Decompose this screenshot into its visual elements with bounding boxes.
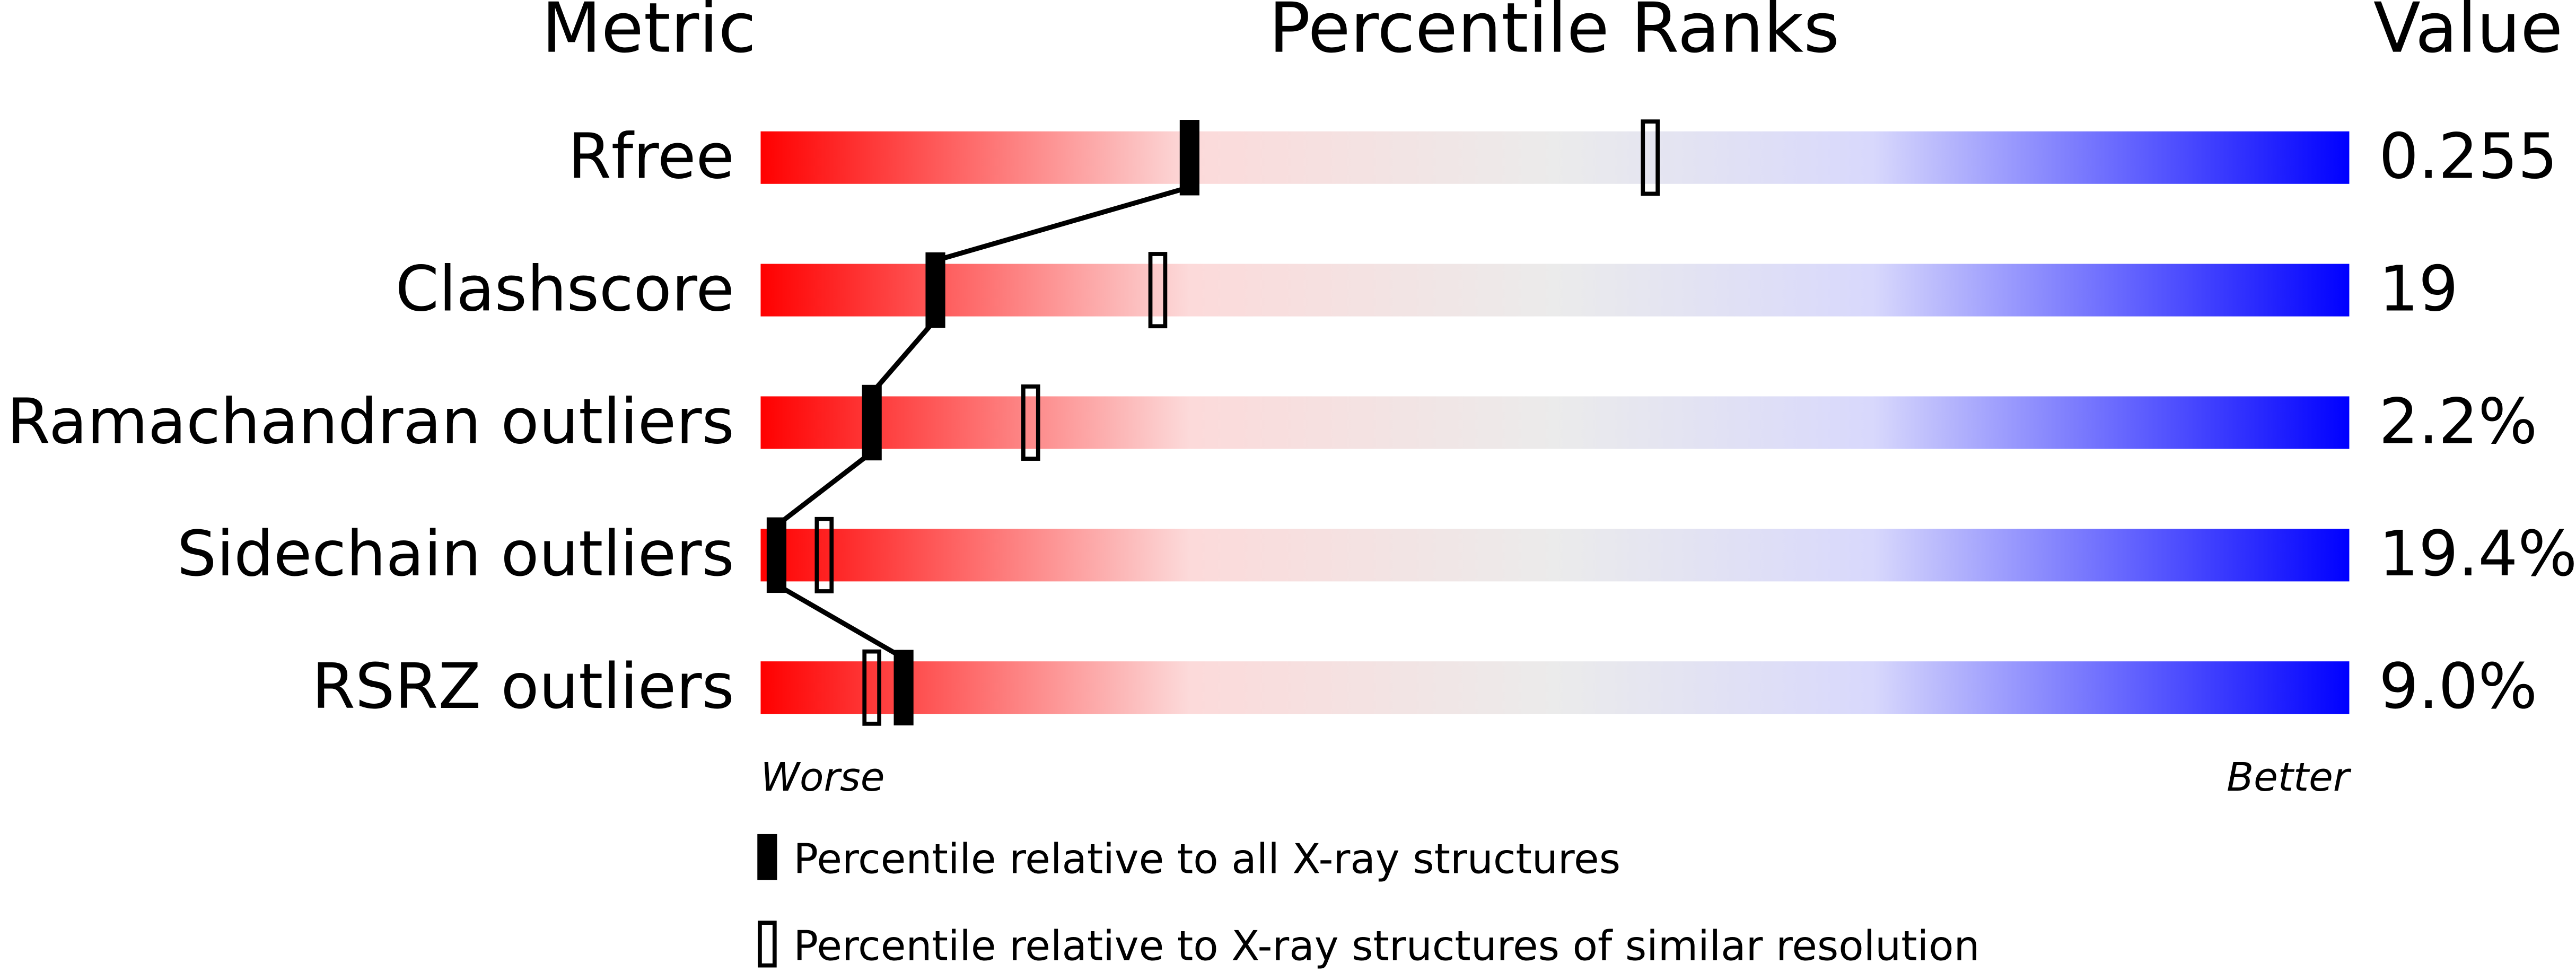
legend-label: Percentile relative to X-ray structures … bbox=[793, 923, 1979, 970]
better-label: Better bbox=[2227, 754, 2352, 800]
percentile-marker-filled bbox=[925, 252, 945, 328]
connector-line bbox=[775, 450, 874, 528]
legend-swatch bbox=[758, 921, 777, 968]
metric-value: 9.0% bbox=[2379, 650, 2537, 723]
percentile-bar bbox=[760, 131, 2350, 184]
percentile-bar bbox=[760, 661, 2350, 714]
percentile-bar bbox=[760, 396, 2350, 449]
worse-label: Worse bbox=[760, 754, 884, 800]
percentile-bar bbox=[760, 529, 2350, 582]
connector-line bbox=[934, 185, 1190, 263]
metric-label: Clashscore bbox=[396, 253, 734, 326]
metric-value: 19.4% bbox=[2379, 518, 2576, 590]
metric-value: 0.255 bbox=[2379, 120, 2557, 193]
metric-value: 2.2% bbox=[2379, 385, 2537, 458]
percentile-marker-open bbox=[862, 649, 882, 726]
percentile-marker-open bbox=[1641, 119, 1660, 196]
percentile-marker-filled bbox=[766, 517, 787, 593]
metric-header: Metric bbox=[542, 0, 757, 68]
percentile-marker-open bbox=[814, 516, 834, 593]
legend-swatch bbox=[757, 834, 777, 880]
connector-line bbox=[775, 582, 905, 661]
connector-line bbox=[870, 318, 937, 395]
percentile-header: Percentile Ranks bbox=[1269, 0, 1839, 68]
percentile-bar bbox=[760, 264, 2350, 317]
percentile-marker-filled bbox=[1179, 120, 1199, 196]
percentile-marker-open bbox=[1148, 252, 1168, 329]
legend-label: Percentile relative to all X-ray structu… bbox=[793, 836, 1620, 883]
value-header: Value bbox=[2373, 0, 2563, 68]
metric-value: 19 bbox=[2379, 253, 2458, 326]
percentile-marker-open bbox=[1021, 384, 1040, 461]
metric-label: Sidechain outliers bbox=[177, 518, 734, 590]
percentile-marker-filled bbox=[893, 650, 914, 725]
percentile-marker-filled bbox=[862, 384, 882, 461]
metric-label: Ramachandran outliers bbox=[7, 385, 734, 458]
metric-label: RSRZ outliers bbox=[312, 650, 734, 723]
metric-label: Rfree bbox=[568, 120, 734, 193]
